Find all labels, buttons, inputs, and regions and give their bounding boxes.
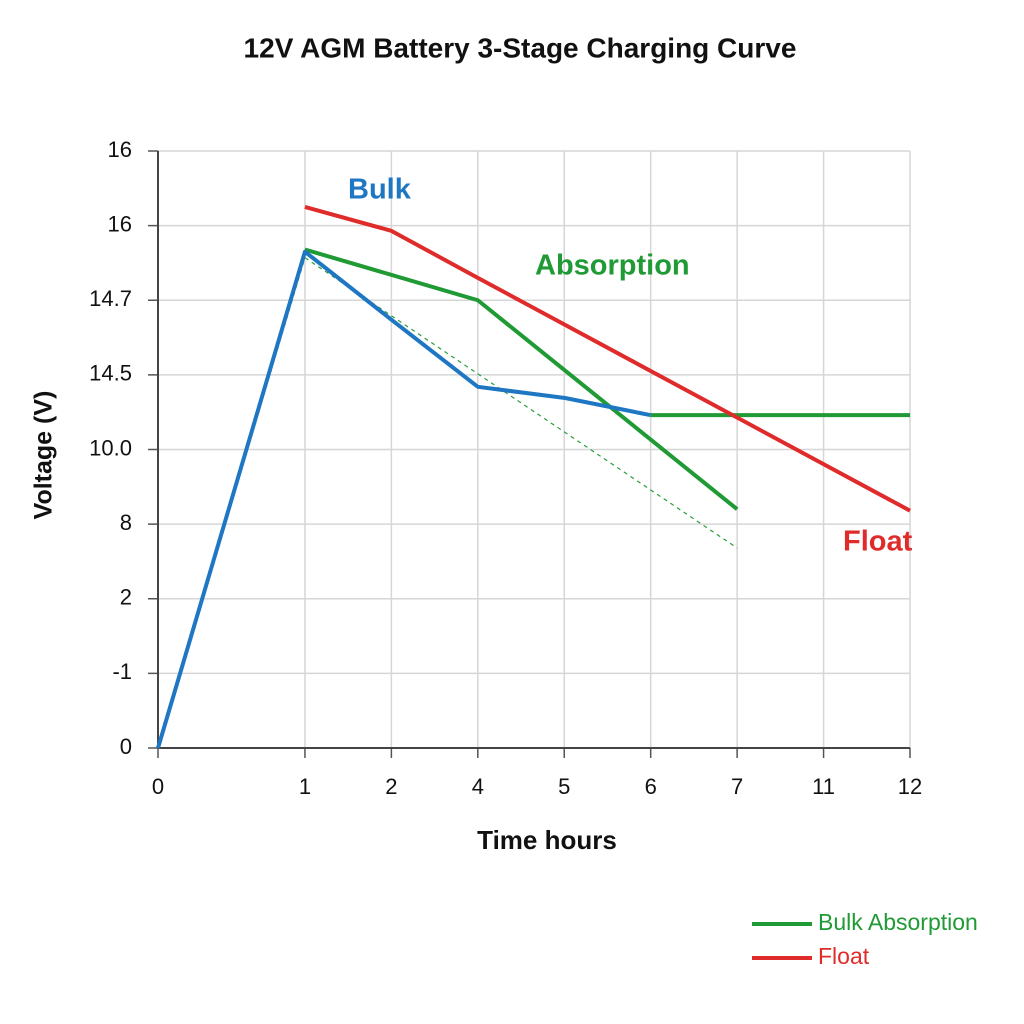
y-tick-label: 14.5 xyxy=(89,361,132,386)
series-line xyxy=(156,249,652,749)
x-tick-label: 4 xyxy=(472,774,484,799)
x-tick-label: 2 xyxy=(385,774,397,799)
legend-label: Float xyxy=(818,943,870,969)
y-tick-label: 16 xyxy=(108,137,132,162)
y-tick-label: 10.0 xyxy=(89,435,132,460)
x-tick-label: 7 xyxy=(731,774,743,799)
annotation: Absorption xyxy=(535,250,690,282)
x-tick-label: 11 xyxy=(812,774,835,799)
x-tick-label: 0 xyxy=(152,774,164,799)
y-tick-label: -1 xyxy=(112,659,132,684)
legend-label: Bulk Absorption xyxy=(818,909,978,935)
y-tick-label: 2 xyxy=(120,585,132,610)
x-tick-label: 1 xyxy=(299,774,311,799)
series-line xyxy=(304,247,910,511)
x-tick-label: 12 xyxy=(898,774,922,799)
x-axis-label: Time hours xyxy=(477,825,617,855)
y-tick-label: 16 xyxy=(108,211,132,236)
y-tick-label: 14.7 xyxy=(89,286,132,311)
series-line xyxy=(304,205,911,513)
annotation: Bulk xyxy=(348,174,412,206)
chart-title: 12V AGM Battery 3-Stage Charging Curve xyxy=(244,32,797,63)
x-tick-label: 5 xyxy=(558,774,570,799)
y-tick-label: 0 xyxy=(120,734,132,759)
x-tick-label: 6 xyxy=(645,774,657,799)
y-axis-label: Voltage (V) xyxy=(30,391,58,520)
annotation: Float xyxy=(843,526,913,558)
y-tick-label: 8 xyxy=(120,510,132,535)
